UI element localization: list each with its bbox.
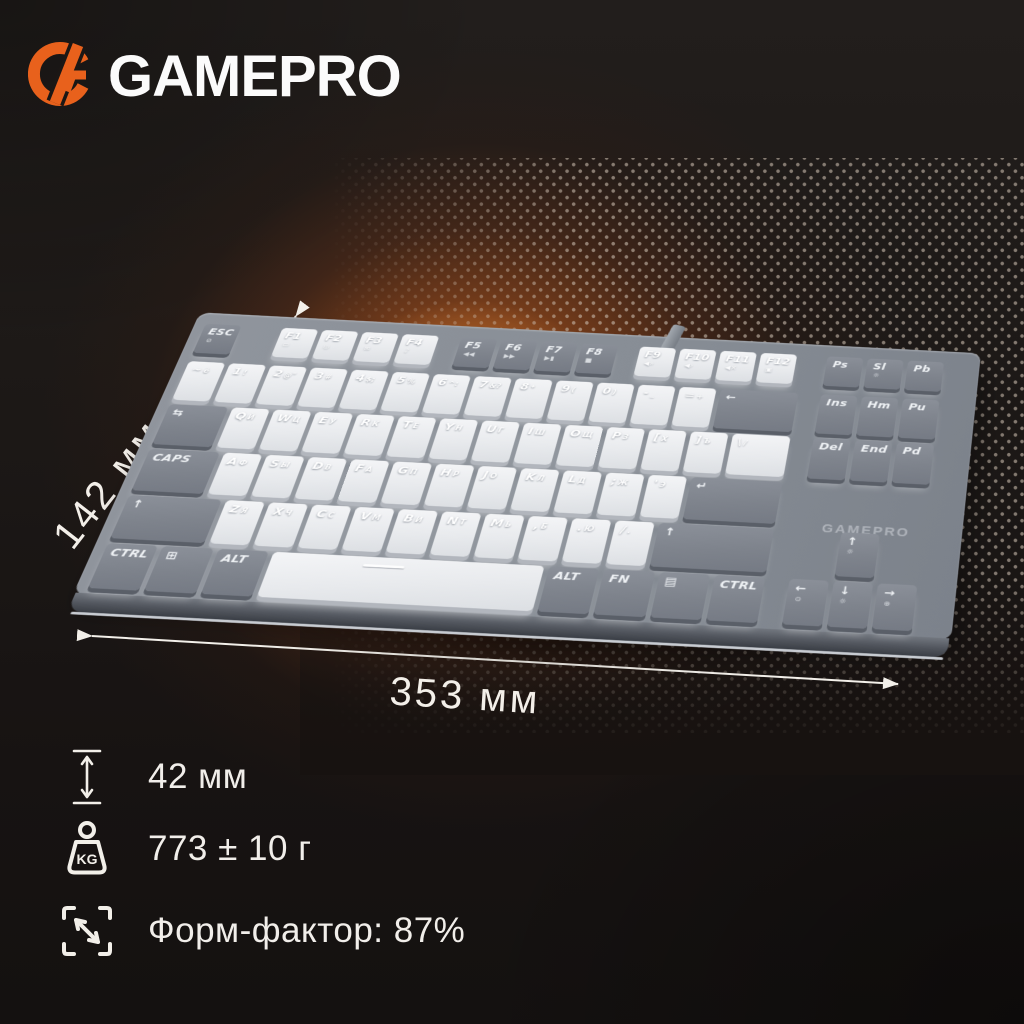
key-quote: ' Э [639,474,687,519]
key-f12: F12 ▣ [755,352,798,385]
key-equals: = + [671,386,717,428]
spec-list: 42 мм KG 773 ± 10 г [58,748,465,957]
spec-row-form-factor: Форм-фактор: 87% [58,905,465,957]
keyboard: GAMEPRO ESC ⊘ F1 ▭ F2 ◎ F3 ✉ F4 ♪ F5 ◀◀ F6 ▶▶ F7 ▶▮ F8 ■ F… [72,240,981,697]
key-minus: - _ [629,384,676,426]
key-semicolon: ; Ж [596,472,645,517]
key-end: End [849,439,893,483]
key-6: 6 ^: [421,373,472,415]
key-insert: Ins [814,394,858,436]
key-slash: /. [605,520,656,567]
key-f4: F4 ♪ [392,334,439,366]
key-0: 0) [588,382,635,424]
spec-weight-text: 773 ± 10 г [148,829,312,868]
key-period: .Ю [561,518,612,564]
spec-height-text: 42 мм [148,757,248,796]
brand-name: GAMEPRO [108,43,402,109]
key-f6: F6 ▶▶ [492,339,538,371]
key-backspace: ← [712,388,799,433]
key-bracket-right: ] Ъ [682,431,729,474]
key-f8: F8 ■ [574,343,619,375]
weight-kg-icon: KG [58,818,116,880]
nav-gap [771,529,842,576]
key-f9: F9 ◀» [633,346,677,378]
key-f10: F10 ◀› [674,348,717,380]
key-alt-right: ALT [537,566,600,615]
spec-form-factor-text: Форм-фактор: 87% [148,911,466,950]
height-arrow-icon [58,748,116,806]
key-shift-left: ↑ [110,494,223,544]
svg-text:KG: KG [77,851,98,867]
key-f5: F5 ◀◀ [451,337,498,369]
gamepro-logo-icon [28,40,92,113]
key-enter: ↵ [682,477,783,524]
key-f2: F2 ◎ [311,329,359,361]
key-comma: ,Б [517,515,569,562]
key-page-down: Pd [891,442,935,485]
key-page-up: Pu [898,398,940,440]
key-pause-break: Pb [904,360,945,392]
key-scroll-lock: Sl ☼ [863,358,904,390]
key-fn: FN [593,569,655,618]
spec-row-weight: KG 773 ± 10 г [58,818,465,880]
keyboard-deck: GAMEPRO ESC ⊘ F1 ▭ F2 ◎ F3 ✉ F4 ♪ F5 ◀◀ F6 ▶▶ F7 ▶▮ F8 ■ F… [88,323,949,632]
key-print-screen: Ps [822,356,864,388]
form-factor-icon [58,905,116,957]
key-arrow-up: ↑ ☼ [834,532,881,579]
spec-row-height: 42 мм [58,748,465,806]
key-9: 9( [546,380,594,422]
key-8: 8 * [504,378,553,420]
key-7: 7 &? [463,376,513,417]
key-ctrl-right: CTRL [705,574,766,624]
key-arrow-left: ← ⊙ [782,578,830,627]
key-arrow-right: → ⊕ [872,583,918,632]
key-bracket-left: [Х [639,429,687,472]
key-shift-right: ↑ [649,522,775,573]
key-menu: ▤ [649,571,711,621]
key-f7: F7 ▶▮ [533,341,578,373]
key-f11: F11 ◀× [714,350,758,382]
brand-logo: GAMEPRO [28,40,402,113]
key-delete: Del [807,437,852,481]
key-backslash: \ / [724,433,791,478]
key-home: Hm [856,396,899,438]
key-f3: F3 ✉ [351,331,399,363]
key-arrow-down: ↓ ☼ [827,581,874,629]
